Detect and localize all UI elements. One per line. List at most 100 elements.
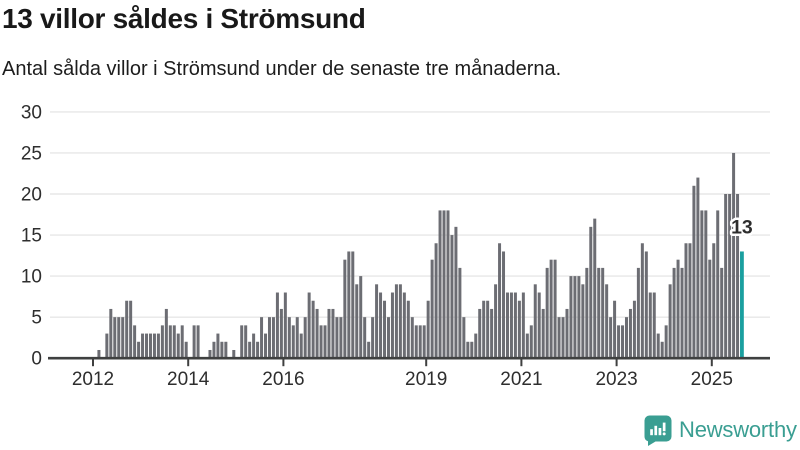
bar <box>113 317 117 359</box>
bar <box>541 308 545 359</box>
bar <box>406 300 410 359</box>
bar <box>339 317 343 359</box>
bar <box>244 325 248 359</box>
bar <box>252 333 256 359</box>
newsworthy-logo-text: Newsworthy <box>679 417 797 442</box>
bar <box>121 317 125 359</box>
bar <box>398 284 402 359</box>
bar <box>450 235 454 359</box>
bar <box>716 210 720 359</box>
bar <box>605 284 609 359</box>
bar <box>323 325 327 359</box>
bar <box>621 325 625 359</box>
bar <box>279 308 283 359</box>
bar <box>264 333 268 359</box>
bar <box>176 333 180 359</box>
bar <box>609 317 613 359</box>
bar <box>545 267 549 359</box>
bar <box>581 284 585 359</box>
bar <box>525 333 529 359</box>
bar <box>688 243 692 359</box>
bar <box>474 333 478 359</box>
bar <box>355 284 359 359</box>
bar <box>303 317 307 359</box>
bar <box>307 292 311 359</box>
bar <box>704 210 708 359</box>
bar <box>509 292 513 359</box>
bar <box>275 292 279 359</box>
bar <box>212 341 216 359</box>
bar <box>359 276 363 359</box>
bar <box>736 194 740 359</box>
bar <box>232 349 236 359</box>
bar <box>430 259 434 359</box>
bar <box>192 325 196 359</box>
bar <box>672 267 676 359</box>
bar <box>137 341 141 359</box>
bar <box>295 317 299 359</box>
bar <box>696 177 700 359</box>
bar <box>125 300 129 359</box>
bar <box>371 317 375 359</box>
bar <box>533 284 537 359</box>
x-axis-tick-label: 2012 <box>72 369 114 390</box>
x-axis-tick-label: 2014 <box>167 369 210 390</box>
bar <box>732 152 736 359</box>
bar <box>549 259 553 359</box>
bar <box>363 317 367 359</box>
bar <box>319 325 323 359</box>
bar <box>172 325 176 359</box>
bar <box>466 341 470 359</box>
y-axis-tick-label: 0 <box>31 349 42 370</box>
bar <box>517 300 521 359</box>
x-axis-tick-label: 2016 <box>262 369 304 390</box>
y-axis-tick-label: 30 <box>21 102 42 123</box>
bar <box>585 267 589 359</box>
y-axis-tick-label: 20 <box>21 185 42 206</box>
bar <box>462 317 466 359</box>
bar <box>561 317 565 359</box>
bar <box>482 300 486 359</box>
highlighted-bar <box>740 251 744 359</box>
y-axis-tick-label: 15 <box>21 226 42 247</box>
bar <box>628 308 632 359</box>
y-axis-tick-label: 5 <box>31 308 42 329</box>
bar <box>180 325 184 359</box>
bar <box>240 325 244 359</box>
bar <box>553 259 557 359</box>
bar <box>660 341 664 359</box>
bar <box>565 308 569 359</box>
bar <box>168 325 172 359</box>
x-axis-tick-label: 2019 <box>405 369 447 390</box>
bar <box>141 333 145 359</box>
bar <box>129 300 133 359</box>
bar <box>220 341 224 359</box>
bar <box>260 317 264 359</box>
bar <box>422 325 426 359</box>
bar <box>589 226 593 359</box>
bar <box>712 243 716 359</box>
bar <box>196 325 200 359</box>
page-title: 13 villor såldes i Strömsund <box>2 3 366 34</box>
bar <box>537 292 541 359</box>
bar <box>208 349 212 359</box>
bar <box>573 276 577 359</box>
bar <box>434 243 438 359</box>
bar <box>676 259 680 359</box>
bar <box>414 325 418 359</box>
bar <box>708 259 712 359</box>
bar <box>347 251 351 359</box>
bar <box>109 308 113 359</box>
bar <box>287 317 291 359</box>
bar <box>613 300 617 359</box>
bar <box>256 341 260 359</box>
bar <box>458 267 462 359</box>
bar <box>720 267 724 359</box>
bar <box>529 325 533 359</box>
bar <box>656 333 660 359</box>
bar <box>668 284 672 359</box>
bar <box>684 243 688 359</box>
bar <box>152 333 156 359</box>
bar <box>617 325 621 359</box>
